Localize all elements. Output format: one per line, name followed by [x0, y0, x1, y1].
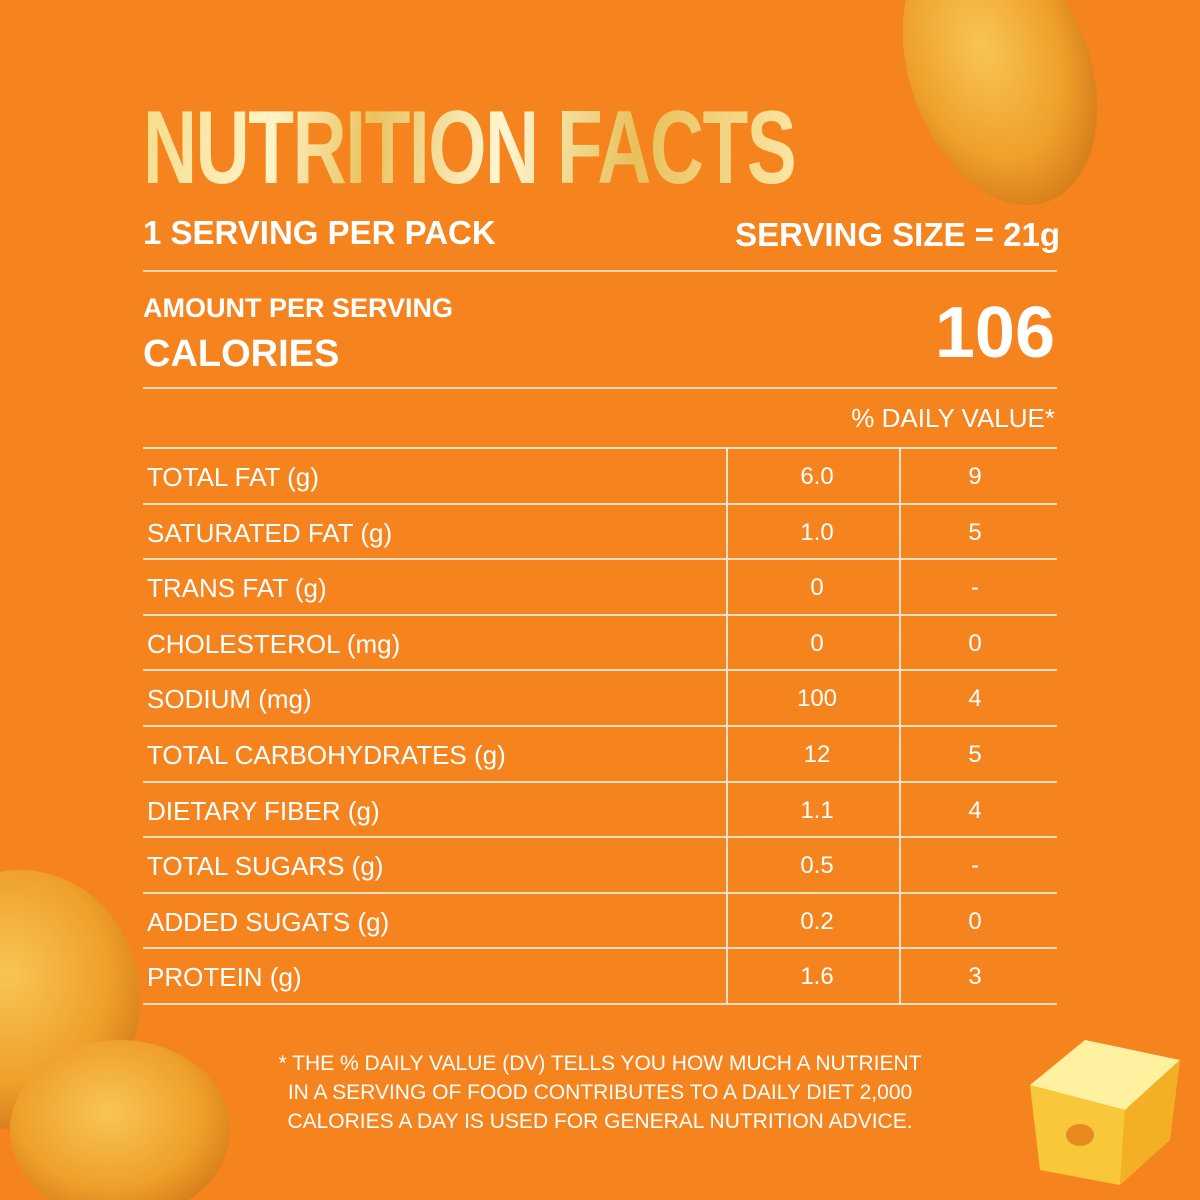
amount: 12	[803, 741, 831, 768]
amount: 0	[810, 629, 824, 657]
amount: 0	[810, 574, 824, 602]
title: NUTRITION FACTS	[143, 90, 797, 206]
amount-label: AMOUNT PER SERVING	[143, 293, 454, 323]
divider	[143, 387, 1057, 389]
amount: 0.5	[800, 852, 834, 880]
calories-label: CALORIES	[143, 333, 340, 375]
cheese-cube	[1030, 1040, 1180, 1185]
nutrient: ADDED SUGATS (g)	[147, 906, 390, 937]
amount: 6.0	[800, 463, 834, 490]
chip	[902, 0, 1098, 206]
row-line	[143, 780, 1057, 783]
nutrient: TOTAL CARBOHYDRATES (g)	[147, 740, 506, 770]
daily-value: 0	[968, 907, 982, 935]
row-line	[143, 447, 1057, 449]
amount: 1.1	[800, 796, 834, 824]
amount: 1.0	[800, 518, 834, 546]
nutrient: TOTAL FAT (g)	[147, 462, 319, 492]
daily-value: 9	[968, 463, 982, 490]
daily-value: 0	[968, 629, 982, 657]
daily-value: -	[971, 574, 979, 602]
servings: 1 SERVING PER PACK	[143, 214, 496, 251]
serving-size: SERVING SIZE = 21g	[735, 216, 1060, 253]
daily-value: 4	[968, 796, 982, 824]
amount: 0.2	[800, 907, 834, 935]
row-line	[143, 613, 1057, 616]
nutrient: SODIUM (mg)	[147, 684, 312, 715]
daily-value: 3	[968, 963, 982, 991]
row-line	[143, 947, 1057, 950]
footnote-line: * THE % DAILY VALUE (DV) TELLS YOU HOW M…	[278, 1052, 922, 1075]
footnote-line: IN A SERVING OF FOOD CONTRIBUTES TO A DA…	[287, 1081, 913, 1104]
chip	[10, 1040, 230, 1200]
row-line	[143, 502, 1057, 505]
daily-value: 5	[968, 518, 982, 546]
row-line	[143, 669, 1057, 672]
row-line	[143, 725, 1057, 727]
amount: 1.6	[800, 963, 834, 991]
divider	[143, 270, 1057, 272]
nutrient: SATURATED FAT (g)	[147, 517, 393, 548]
daily-value: 4	[968, 685, 982, 713]
daily-value-header: % DAILY VALUE*	[851, 403, 1055, 433]
footnote-line: CALORIES A DAY IS USED FOR GENERAL NUTRI…	[287, 1110, 913, 1133]
row-line	[143, 1003, 1057, 1005]
nutrient: TRANS FAT (g)	[147, 573, 327, 604]
row-line	[143, 558, 1057, 561]
row-line	[143, 836, 1057, 839]
nutrient: CHOLESTEROL (mg)	[147, 628, 401, 659]
row-line	[143, 891, 1057, 894]
amount: 100	[796, 685, 838, 713]
nutrient: PROTEIN (g)	[147, 962, 302, 993]
daily-value: 5	[968, 741, 982, 768]
calories-value: 106	[934, 293, 1055, 373]
nutrient: TOTAL SUGARS (g)	[147, 851, 384, 882]
nutrient: DIETARY FIBER (g)	[147, 795, 380, 826]
daily-value: -	[971, 852, 979, 880]
